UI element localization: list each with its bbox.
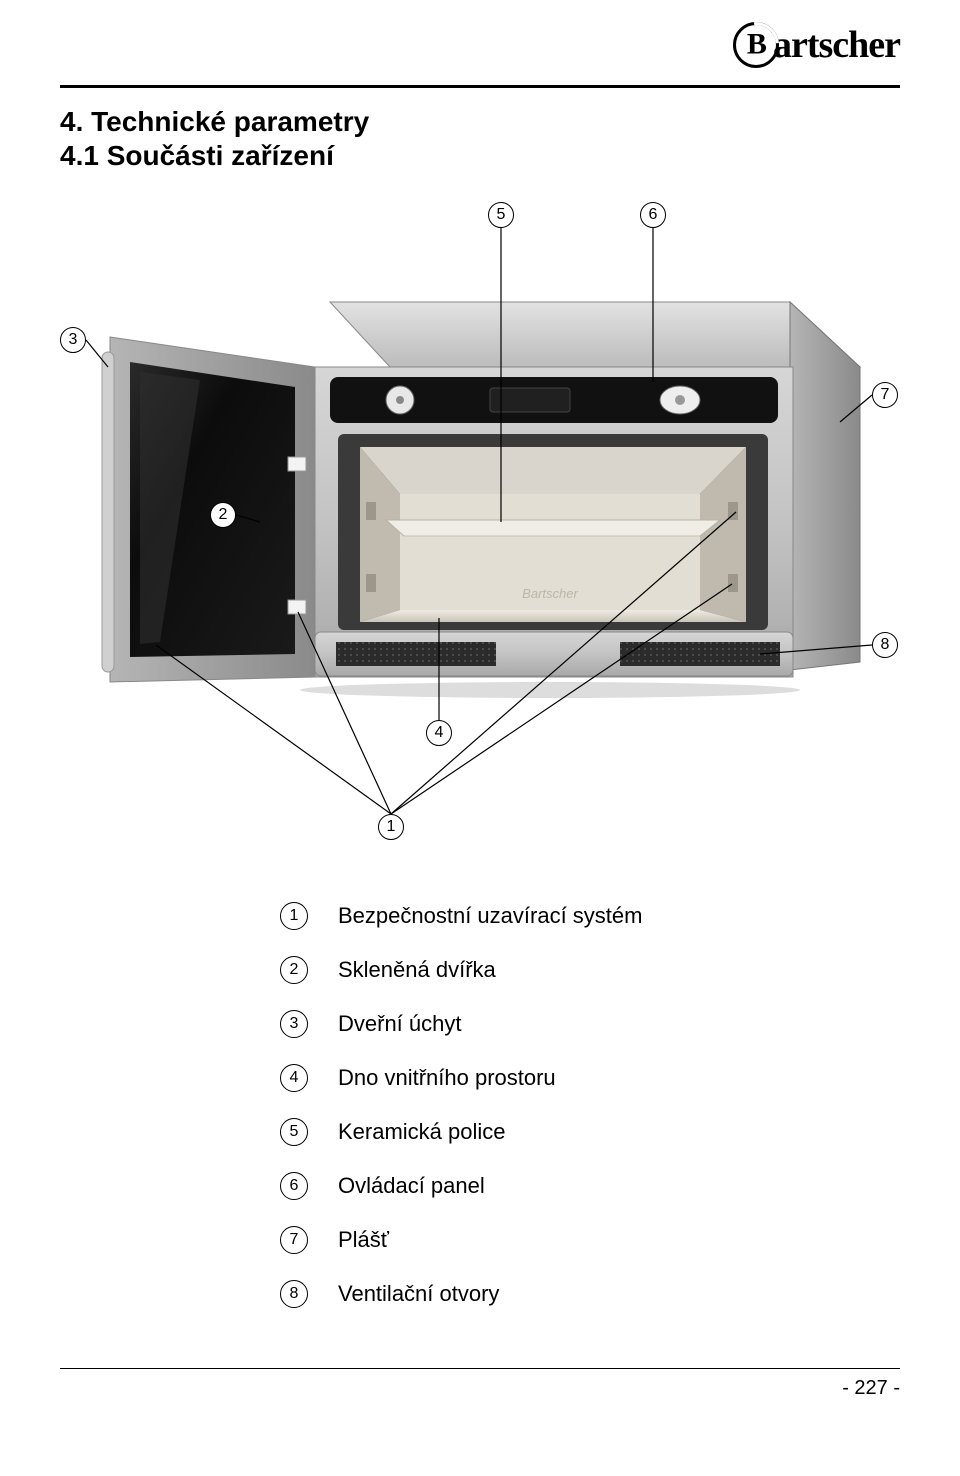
legend-item: 4 Dno vnitřního prostoru: [280, 1064, 900, 1092]
legend-item: 6 Ovládací panel: [280, 1172, 900, 1200]
microwave-illustration: Bartscher: [60, 202, 900, 862]
callout-3: 3: [60, 327, 86, 353]
subsection-heading: 4.1 Součásti zařízení: [60, 140, 900, 172]
callout-8: 8: [872, 632, 898, 658]
legend-number: 2: [280, 956, 308, 984]
legend-number: 5: [280, 1118, 308, 1146]
legend-label: Keramická police: [338, 1119, 506, 1145]
svg-text:Bartscher: Bartscher: [522, 586, 578, 601]
legend-item: 8 Ventilační otvory: [280, 1280, 900, 1308]
header-rule: [60, 85, 900, 88]
brand-wordmark: artscher: [773, 24, 900, 66]
callout-7: 7: [872, 382, 898, 408]
legend-label: Dno vnitřního prostoru: [338, 1065, 556, 1091]
brand-logo-circle: B: [733, 22, 779, 68]
legend-label: Ventilační otvory: [338, 1281, 499, 1307]
legend-number: 4: [280, 1064, 308, 1092]
legend-item: 7 Plášť: [280, 1226, 900, 1254]
legend-label: Bezpečnostní uzavírací systém: [338, 903, 642, 929]
parts-legend: 1 Bezpečnostní uzavírací systém 2 Skleně…: [280, 902, 900, 1308]
legend-item: 2 Skleněná dvířka: [280, 956, 900, 984]
legend-number: 7: [280, 1226, 308, 1254]
callout-1: 1: [378, 814, 404, 840]
legend-number: 3: [280, 1010, 308, 1038]
legend-number: 1: [280, 902, 308, 930]
footer-rule: [60, 1368, 900, 1369]
parts-diagram: Bartscher: [60, 202, 900, 862]
callout-6: 6: [640, 202, 666, 228]
legend-label: Ovládací panel: [338, 1173, 485, 1199]
legend-label: Skleněná dvířka: [338, 957, 496, 983]
legend-label: Dveřní úchyt: [338, 1011, 462, 1037]
callout-5: 5: [488, 202, 514, 228]
page-number: - 227 -: [60, 1377, 900, 1400]
legend-item: 5 Keramická police: [280, 1118, 900, 1146]
legend-number: 8: [280, 1280, 308, 1308]
legend-item: 3 Dveřní úchyt: [280, 1010, 900, 1038]
legend-item: 1 Bezpečnostní uzavírací systém: [280, 902, 900, 930]
brand-initial: B: [747, 28, 766, 62]
document-page: B artscher 4. Technické parametry 4.1 So…: [0, 0, 960, 1440]
callout-4: 4: [426, 720, 452, 746]
legend-number: 6: [280, 1172, 308, 1200]
callout-2: 2: [210, 502, 236, 528]
legend-label: Plášť: [338, 1227, 389, 1253]
brand-logo: B artscher: [733, 20, 900, 68]
section-heading: 4. Technické parametry: [60, 106, 900, 138]
